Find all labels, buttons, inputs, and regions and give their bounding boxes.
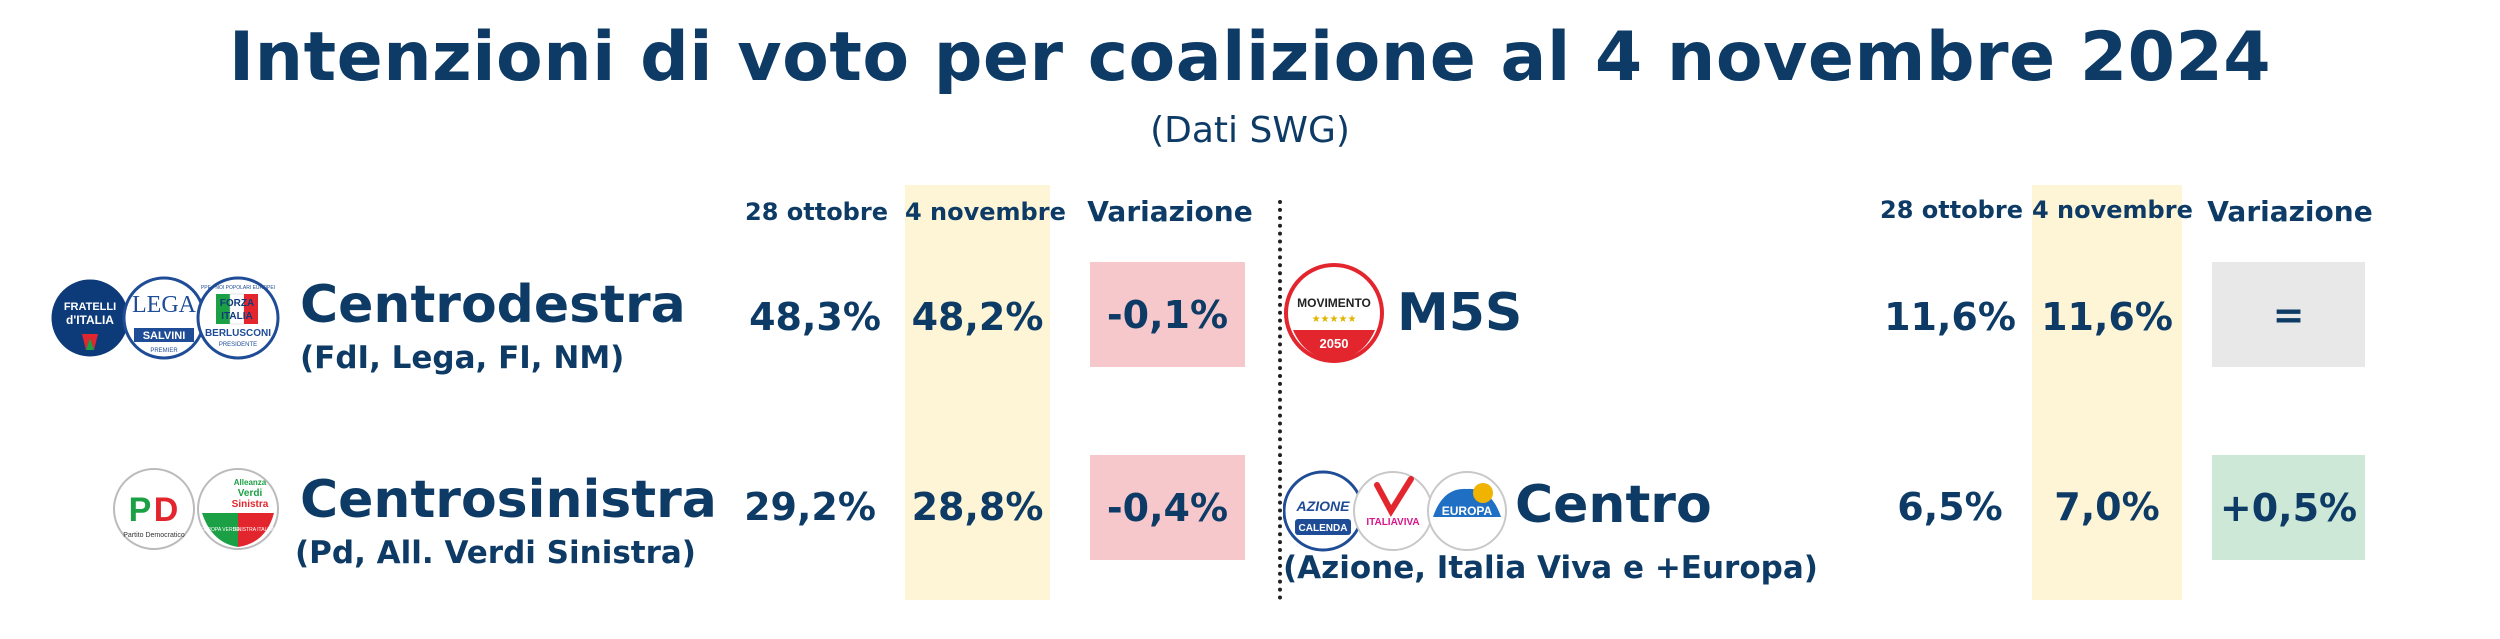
svg-text:LEGA: LEGA <box>132 292 197 318</box>
svg-text:Sinistra: Sinistra <box>232 499 269 510</box>
svg-text:MOVIMENTO: MOVIMENTO <box>1297 296 1371 310</box>
piu-europa-logo-icon: EUROPA <box>1427 471 1507 551</box>
left-header-var: Variazione <box>1087 195 1253 228</box>
right-current-column-highlight <box>2032 185 2182 600</box>
italia-viva-logo-icon: ITALIAVIVA <box>1353 471 1433 551</box>
forza-italia-logo-icon: PPE · NOI POPOLARI EUROPEI FORZA ITALIA … <box>196 276 280 360</box>
section-divider <box>1278 200 1282 600</box>
svg-text:SALVINI: SALVINI <box>143 330 186 342</box>
centrodestra-value-prev: 48,3% <box>749 295 881 339</box>
svg-text:P: P <box>129 491 152 529</box>
m5s-value-curr: 11,6% <box>2041 295 2173 339</box>
centrodestra-logos: FRATELLI d'ITALIA LEGA SALVINI PREMIER P… <box>48 272 288 364</box>
svg-text:EUROPA: EUROPA <box>1442 504 1493 518</box>
m5s-value-prev: 11,6% <box>1884 295 2016 339</box>
party-members-centrosinistra: (Pd, All. Verdi Sinistra) <box>295 535 696 571</box>
lega-logo-icon: LEGA SALVINI PREMIER <box>122 276 206 360</box>
left-header-prev: 28 ottobre <box>745 198 888 226</box>
centro-logos: AZIONE CALENDA ITALIAVIVA EUROPA <box>1283 467 1509 555</box>
svg-text:ITALIAVIVA: ITALIAVIVA <box>1366 517 1419 528</box>
svg-text:BERLUSCONI: BERLUSCONI <box>205 328 271 339</box>
svg-text:ITALIA: ITALIA <box>221 311 252 322</box>
party-members-centrodestra: (FdI, Lega, FI, NM) <box>300 340 625 376</box>
party-name-centrodestra: Centrodestra <box>300 275 686 335</box>
centrosinistra-change-badge: -0,4% <box>1090 455 1245 560</box>
partito-democratico-logo-icon: P D Partito Democratico <box>113 468 195 550</box>
left-current-column-highlight <box>905 185 1050 600</box>
svg-text:SINISTRA ITALIANA: SINISTRA ITALIANA <box>233 527 280 533</box>
svg-text:PRESIDENTE: PRESIDENTE <box>219 342 257 348</box>
svg-text:Verdi: Verdi <box>238 488 263 499</box>
svg-text:Partito Democratico: Partito Democratico <box>123 532 185 539</box>
left-header-curr: 4 novembre <box>905 198 1066 226</box>
centrosinistra-value-prev: 29,2% <box>744 485 876 529</box>
centrodestra-value-curr: 48,2% <box>911 295 1044 339</box>
centrodestra-change-badge: -0,1% <box>1090 262 1245 367</box>
svg-text:AZIONE: AZIONE <box>1296 498 1351 514</box>
m5s-logo-icon: MOVIMENTO ★★★★★ 2050 <box>1283 262 1385 364</box>
svg-text:FRATELLI: FRATELLI <box>64 301 116 313</box>
party-members-centro: (Azione, Italia Viva e +Europa) <box>1283 550 1818 586</box>
svg-text:EUROPA VERDE: EUROPA VERDE <box>200 527 240 533</box>
svg-text:2050: 2050 <box>1320 336 1349 351</box>
svg-text:D: D <box>154 491 179 529</box>
fratelli-ditalia-logo-icon: FRATELLI d'ITALIA <box>48 276 132 360</box>
svg-text:FORZA: FORZA <box>220 298 254 309</box>
svg-text:Alleanza: Alleanza <box>234 478 267 487</box>
centro-change-badge: +0,5% <box>2212 455 2365 560</box>
m5s-change-badge: = <box>2212 262 2365 367</box>
right-header-curr: 4 novembre <box>2032 196 2193 224</box>
right-header-prev: 28 ottobre <box>1880 196 2023 224</box>
azione-logo-icon: AZIONE CALENDA <box>1283 470 1364 552</box>
party-name-centro: Centro <box>1515 475 1712 535</box>
alleanza-verdi-sinistra-logo-icon: Alleanza Verdi Sinistra EUROPA VERDE SIN… <box>197 468 280 550</box>
svg-text:d'ITALIA: d'ITALIA <box>66 313 114 327</box>
svg-text:PREMIER: PREMIER <box>150 348 178 354</box>
centro-value-curr: 7,0% <box>2054 485 2160 529</box>
chart-subtitle: (Dati SWG) <box>1150 110 1350 151</box>
centro-value-prev: 6,5% <box>1897 485 2003 529</box>
svg-text:CALENDA: CALENDA <box>1299 523 1348 534</box>
centrosinistra-logos: P D Partito Democratico Alleanza Verdi S… <box>112 463 280 555</box>
party-name-m5s: M5S <box>1397 283 1523 343</box>
chart-title: Intenzioni di voto per coalizione al 4 n… <box>228 18 2272 97</box>
centrosinistra-value-curr: 28,8% <box>911 485 1044 529</box>
right-header-var: Variazione <box>2207 195 2373 228</box>
svg-text:★★★★★: ★★★★★ <box>1312 314 1357 325</box>
party-name-centrosinistra: Centrosinistra <box>300 470 717 530</box>
svg-text:PPE · NOI POPOLARI EUROPEI: PPE · NOI POPOLARI EUROPEI <box>201 285 275 291</box>
